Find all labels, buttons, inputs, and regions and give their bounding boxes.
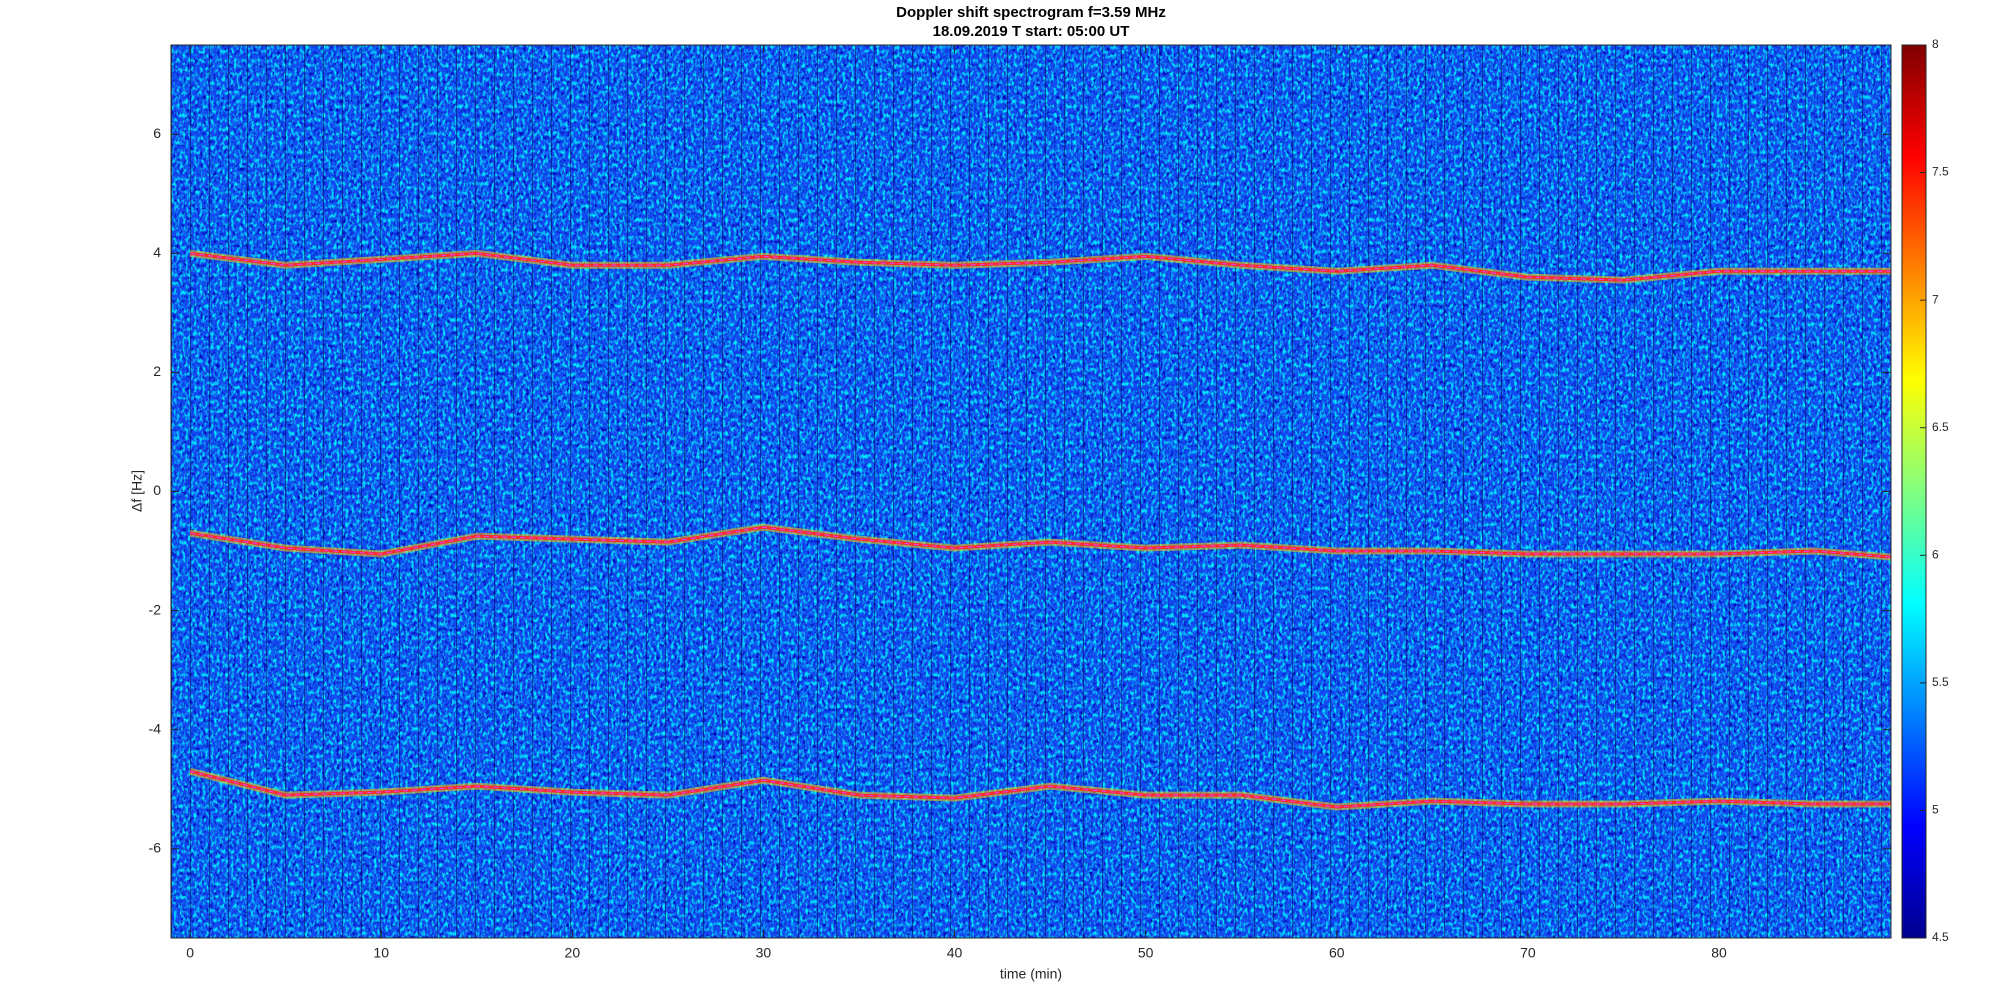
x-tick-label: 30 bbox=[756, 945, 772, 961]
y-tick-label: -4 bbox=[149, 720, 162, 736]
colorbar-tick-label: 7.5 bbox=[1932, 165, 1949, 179]
colorbar-tick-label: 8 bbox=[1932, 37, 1939, 51]
y-tick-label: -2 bbox=[149, 601, 162, 617]
y-tick-label: 6 bbox=[153, 125, 161, 141]
colorbar-tick-label: 5.5 bbox=[1932, 675, 1949, 689]
trace bbox=[189, 251, 1891, 282]
y-tick-label: 0 bbox=[153, 482, 161, 498]
colorbar-tick-label: 5 bbox=[1932, 803, 1939, 817]
x-axis-label: time (min) bbox=[1000, 966, 1062, 982]
x-tick-label: 10 bbox=[373, 945, 389, 961]
y-tick-label: -6 bbox=[149, 839, 162, 855]
trace-dash bbox=[190, 526, 1891, 558]
chart-subtitle: 18.09.2019 T start: 05:00 UT bbox=[933, 23, 1130, 40]
y-tick-label: 4 bbox=[153, 244, 161, 260]
x-tick-label: 0 bbox=[186, 945, 194, 961]
trace-dash bbox=[189, 770, 1891, 808]
colorbar-tick-label: 6.5 bbox=[1932, 420, 1949, 434]
x-tick-label: 80 bbox=[1711, 945, 1727, 961]
colorbar bbox=[1901, 44, 1927, 939]
x-tick-label: 60 bbox=[1329, 945, 1345, 961]
traces bbox=[189, 249, 1891, 811]
x-tick-label: 40 bbox=[947, 945, 963, 961]
colorbar-tick-label: 4.5 bbox=[1932, 930, 1949, 944]
colorbar-tick-label: 6 bbox=[1932, 547, 1939, 561]
x-tick-label: 20 bbox=[565, 945, 581, 961]
y-tick-label: 2 bbox=[153, 363, 161, 379]
chart-title: Doppler shift spectrogram f=3.59 MHz bbox=[896, 4, 1166, 21]
x-tick-label: 70 bbox=[1520, 945, 1536, 961]
x-tick-label: 50 bbox=[1138, 945, 1154, 961]
colorbar-tick-label: 7 bbox=[1932, 292, 1939, 306]
y-axis-label: Δf [Hz] bbox=[129, 470, 145, 512]
